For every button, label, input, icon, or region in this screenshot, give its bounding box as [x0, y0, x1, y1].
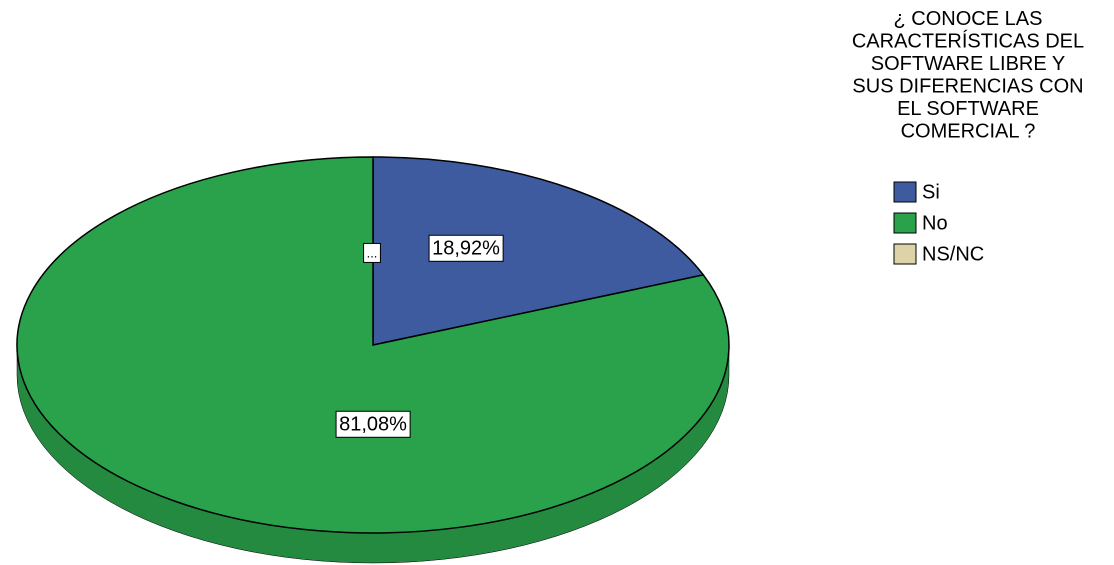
data-label: 81,08% [335, 410, 411, 438]
legend-title: ¿ CONOCE LAS CARACTERÍSTICAS DEL SOFTWARE … [852, 8, 1084, 143]
legend-swatch [893, 181, 917, 203]
legend-label: No [922, 212, 948, 234]
legend-label: Si [922, 181, 940, 203]
data-label-text: 81,08% [339, 413, 407, 435]
legend-label: NS/NC [922, 243, 984, 265]
data-label-text: ... [367, 245, 378, 260]
data-label-box [335, 410, 411, 438]
legend-swatch [893, 243, 917, 265]
pie-slice [372, 156, 705, 346]
data-label-box [363, 242, 381, 263]
legend-swatch [893, 212, 917, 234]
data-label-text: 18,92% [432, 237, 500, 259]
pie-slice [16, 156, 730, 534]
data-label: ... [363, 242, 381, 263]
data-label-box [428, 234, 504, 262]
data-label: 18,92% [428, 234, 504, 262]
